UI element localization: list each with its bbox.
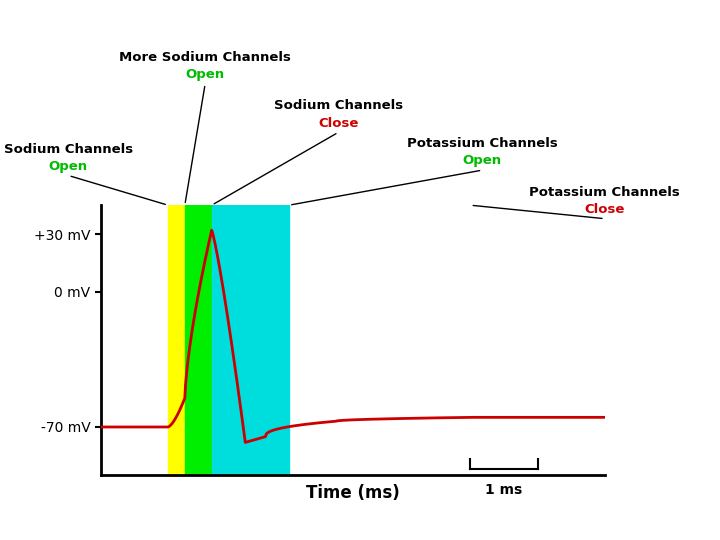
Text: 1 ms: 1 ms [485, 483, 523, 497]
X-axis label: Time (ms): Time (ms) [306, 483, 400, 502]
Text: Potassium Channels: Potassium Channels [529, 186, 680, 199]
Text: Potassium Channels: Potassium Channels [407, 137, 558, 150]
Bar [212, 205, 289, 475]
Bar [185, 205, 212, 475]
Text: Close: Close [318, 117, 359, 130]
Text: More Sodium Channels: More Sodium Channels [120, 51, 291, 64]
Text: Sodium Channels: Sodium Channels [4, 143, 133, 156]
Text: Open: Open [186, 68, 225, 81]
Bar [168, 205, 185, 475]
Text: Close: Close [585, 203, 625, 216]
Text: Open: Open [49, 160, 88, 173]
Text: Open: Open [463, 154, 502, 167]
Text: Sodium Channels: Sodium Channels [274, 99, 403, 112]
